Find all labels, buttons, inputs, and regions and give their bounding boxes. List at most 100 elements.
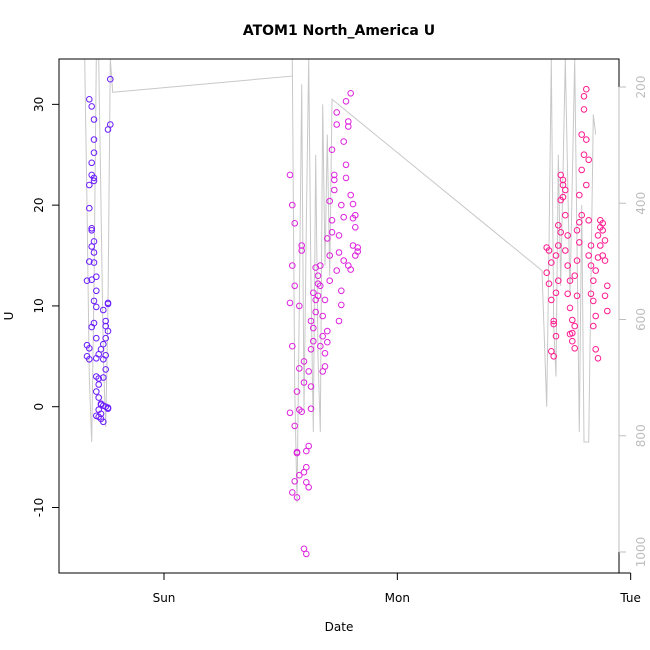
data-point (286, 299, 294, 307)
x-axis: Sun Mon Tue (153, 572, 641, 605)
data-point (571, 345, 579, 352)
data-point (576, 219, 583, 226)
data-point (296, 365, 303, 372)
data-point (345, 118, 352, 125)
data-point (305, 484, 313, 491)
data-point (569, 337, 576, 345)
y-tick-label: 0 (32, 403, 46, 411)
data-point (289, 489, 296, 496)
data-point (326, 277, 334, 285)
data-point (88, 323, 95, 331)
data-point (543, 269, 551, 277)
data-point (326, 197, 334, 205)
chart-title: ATOM1 North_America U (243, 23, 435, 39)
data-point (548, 259, 555, 266)
data-point (300, 468, 308, 476)
data-point (328, 229, 336, 236)
data-point (102, 366, 109, 373)
data-point (585, 252, 593, 259)
data-point (296, 471, 303, 479)
data-point (93, 388, 100, 395)
data-point (559, 193, 567, 201)
data-point (349, 200, 357, 208)
data-point (601, 257, 609, 264)
data-point (347, 191, 355, 199)
data-point (90, 116, 98, 123)
data-point (550, 353, 558, 360)
data-point (291, 422, 299, 430)
data-point (319, 312, 327, 320)
data-point (555, 242, 562, 249)
data-point (310, 289, 317, 297)
data-point (331, 176, 338, 184)
data-point (324, 338, 331, 346)
data-point (562, 211, 569, 219)
data-point (587, 262, 595, 269)
data-point (107, 75, 114, 83)
data-point (83, 277, 91, 285)
data-point (578, 211, 586, 219)
data-point (300, 379, 308, 386)
data-point (550, 320, 558, 328)
data-point (296, 302, 303, 310)
data-point (338, 287, 345, 295)
data-point (564, 262, 572, 269)
data-point (580, 93, 588, 100)
pressure-line-layer (84, 58, 597, 503)
data-point (289, 342, 296, 350)
data-point (557, 229, 565, 236)
data-point (585, 217, 593, 224)
data-point (86, 356, 93, 363)
data-point (286, 171, 294, 179)
data-point (321, 296, 329, 304)
data-point (599, 227, 607, 234)
data-point (314, 272, 322, 280)
data-point (545, 280, 553, 288)
data-point (102, 317, 109, 325)
data-point (594, 355, 602, 362)
y2-tick-label: 200 (634, 76, 648, 99)
data-point (90, 136, 98, 143)
data-point (597, 242, 604, 249)
data-point (335, 232, 343, 239)
data-point (601, 292, 609, 300)
data-point (576, 239, 583, 246)
data-point (104, 126, 112, 133)
data-point (286, 409, 294, 417)
data-point (104, 405, 112, 413)
data-point (88, 243, 95, 250)
data-point (93, 273, 100, 281)
data-point (86, 204, 93, 212)
data-point (289, 201, 296, 209)
data-point (291, 220, 299, 227)
data-point (335, 249, 343, 256)
data-point (573, 292, 581, 300)
data-point (305, 368, 313, 375)
data-point (303, 447, 310, 455)
data-point (569, 329, 576, 337)
y-tick-label: -10 (32, 498, 46, 518)
x-tick-label: Mon (385, 591, 410, 605)
data-point (331, 186, 338, 194)
data-point (90, 149, 98, 156)
data-point (578, 131, 586, 138)
data-point (95, 394, 102, 401)
data-point (324, 235, 331, 242)
data-point (580, 106, 588, 113)
data-point (93, 287, 100, 295)
data-point (590, 277, 597, 285)
data-point (307, 317, 315, 325)
data-point (90, 177, 98, 185)
data-point (293, 494, 301, 501)
data-point (604, 282, 611, 290)
data-point (594, 232, 602, 239)
data-point (86, 181, 93, 189)
data-point (587, 242, 595, 249)
data-point (555, 277, 562, 285)
data-point (331, 171, 338, 179)
data-point (310, 337, 317, 345)
data-point (573, 227, 581, 234)
data-point (93, 303, 100, 311)
data-point (545, 247, 553, 254)
